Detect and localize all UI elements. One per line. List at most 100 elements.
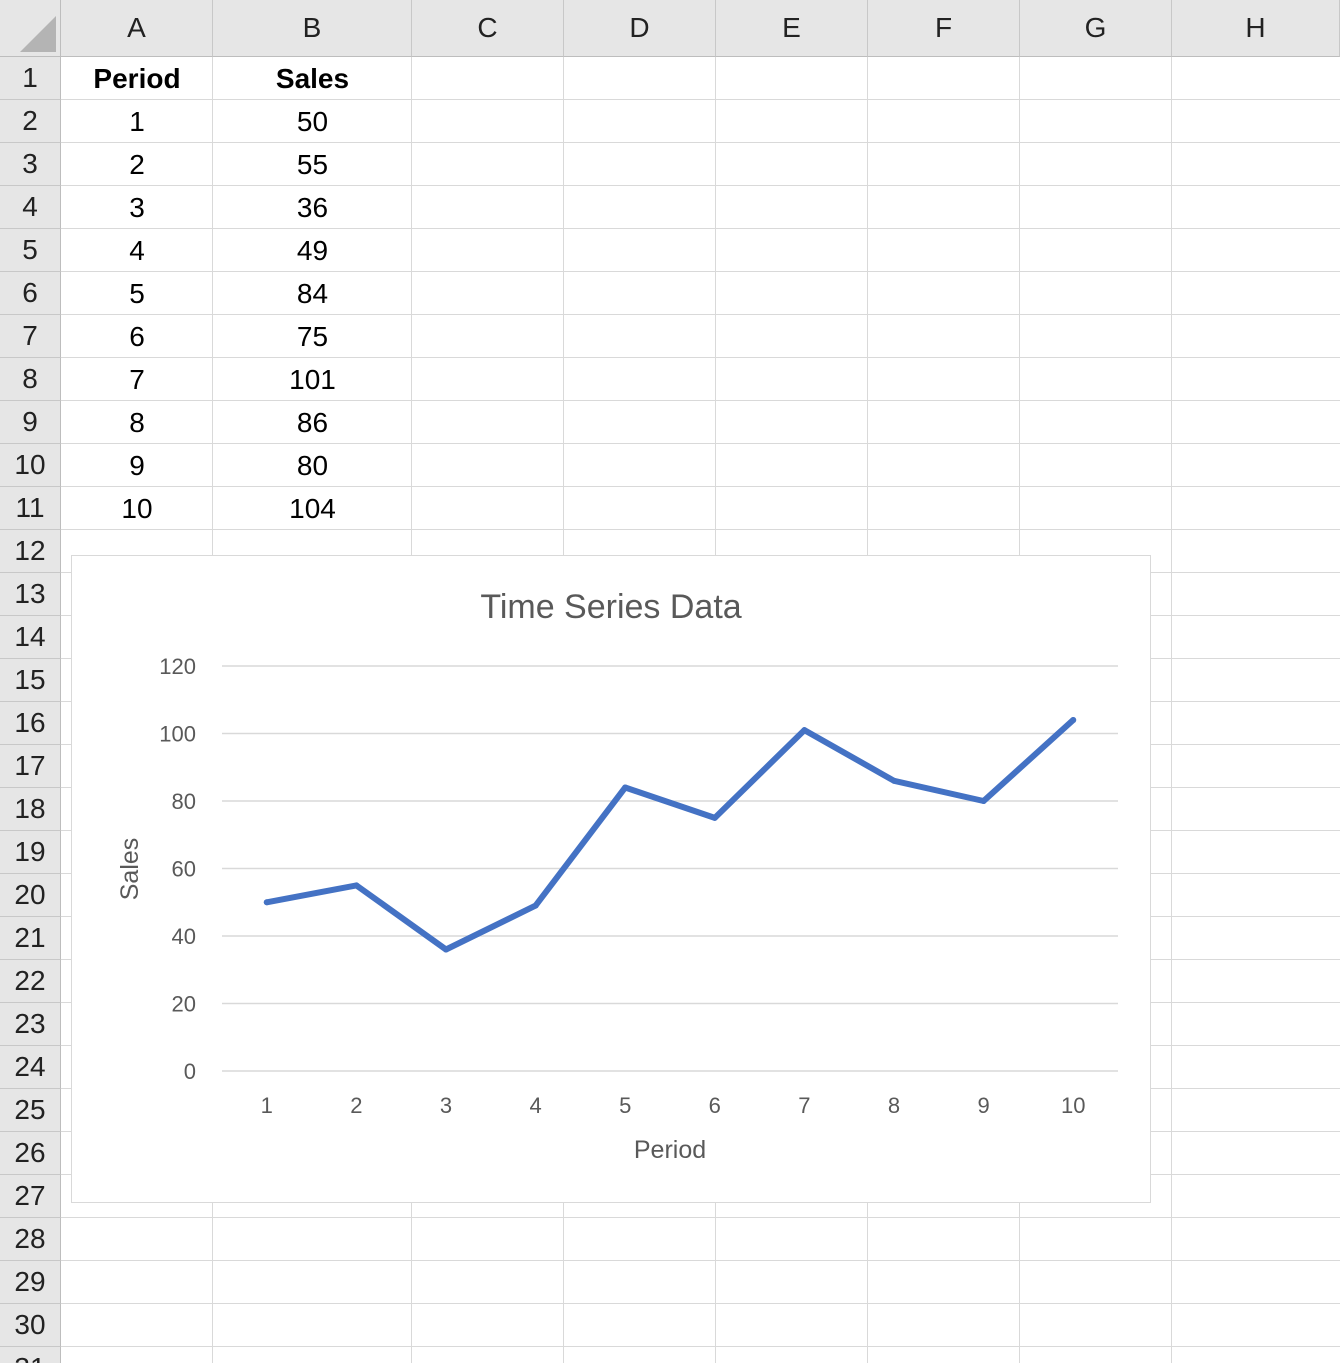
- row-gridline: [61, 529, 1340, 530]
- row-gridline: [61, 228, 1340, 229]
- row-gridline: [61, 142, 1340, 143]
- row-header-31[interactable]: 31: [0, 1347, 61, 1363]
- row-header-14[interactable]: 14: [0, 616, 61, 659]
- row-header-29[interactable]: 29: [0, 1261, 61, 1304]
- row-header-21[interactable]: 21: [0, 917, 61, 960]
- row-header-16[interactable]: 16: [0, 702, 61, 745]
- sales-cell[interactable]: 101: [289, 363, 336, 395]
- row-header-6[interactable]: 6: [0, 272, 61, 315]
- row-header-3[interactable]: 3: [0, 143, 61, 186]
- row-header-1[interactable]: 1: [0, 57, 61, 100]
- period-cell[interactable]: 10: [121, 492, 153, 524]
- row-gridline: [61, 271, 1340, 272]
- period-cell[interactable]: 8: [129, 406, 145, 438]
- x-tick-label: 10: [1061, 1093, 1085, 1118]
- column-header-g[interactable]: G: [1020, 0, 1172, 57]
- row-header-23[interactable]: 23: [0, 1003, 61, 1046]
- period-cell[interactable]: 3: [129, 191, 145, 223]
- row-header-20[interactable]: 20: [0, 874, 61, 917]
- x-tick-label: 6: [709, 1093, 721, 1118]
- data-point[interactable]: [1070, 717, 1077, 723]
- data-point[interactable]: [353, 882, 360, 889]
- row-header-25[interactable]: 25: [0, 1089, 61, 1132]
- line-chart[interactable]: Time Series Data 0 20 40 60 80 100 120 1 2 3 4 5 6 7…: [71, 555, 1151, 1203]
- column-header-a[interactable]: A: [61, 0, 213, 57]
- y-axis-title: Sales: [116, 838, 144, 901]
- sales-cell[interactable]: 86: [296, 406, 329, 438]
- header-cell-period[interactable]: Period: [93, 62, 181, 94]
- row-header-4[interactable]: 4: [0, 186, 61, 229]
- row-header-18[interactable]: 18: [0, 788, 61, 831]
- row-header-22[interactable]: 22: [0, 960, 61, 1003]
- x-tick-label: 7: [798, 1093, 810, 1118]
- row-header-17[interactable]: 17: [0, 745, 61, 788]
- row-gridline: [61, 99, 1340, 100]
- row-gridline: [61, 443, 1340, 444]
- row-gridline: [61, 1346, 1340, 1347]
- period-cell[interactable]: 9: [129, 449, 145, 481]
- row-header-13[interactable]: 13: [0, 573, 61, 616]
- y-tick-label: 0: [184, 1059, 196, 1084]
- row-gridline: [61, 486, 1340, 487]
- row-header-2[interactable]: 2: [0, 100, 61, 143]
- chart-svg: Time Series Data 0 20 40 60 80 100 120 1 2 3 4 5 6 7…: [116, 588, 1118, 1164]
- row-header-5[interactable]: 5: [0, 229, 61, 272]
- sales-cell[interactable]: 49: [296, 234, 329, 266]
- y-tick-label: 120: [159, 654, 196, 679]
- x-tick-label: 8: [888, 1093, 900, 1118]
- sales-cell[interactable]: 50: [296, 105, 329, 137]
- row-header-28[interactable]: 28: [0, 1218, 61, 1261]
- row-header-15[interactable]: 15: [0, 659, 61, 702]
- row-gridline: [61, 357, 1340, 358]
- column-header-d[interactable]: D: [564, 0, 716, 57]
- row-header-12[interactable]: 12: [0, 530, 61, 573]
- row-header-19[interactable]: 19: [0, 831, 61, 874]
- period-cell[interactable]: 7: [129, 363, 145, 395]
- x-tick-label: 1: [261, 1093, 273, 1118]
- column-header-f[interactable]: F: [868, 0, 1020, 57]
- column-header-h[interactable]: H: [1172, 0, 1340, 57]
- sales-cell[interactable]: 55: [296, 148, 329, 180]
- row-header-30[interactable]: 30: [0, 1304, 61, 1347]
- row-header-27[interactable]: 27: [0, 1175, 61, 1218]
- data-point[interactable]: [801, 727, 808, 734]
- sales-cell[interactable]: 104: [289, 492, 336, 524]
- header-cell-sales[interactable]: Sales: [275, 62, 350, 94]
- data-point[interactable]: [263, 899, 270, 906]
- period-cell[interactable]: 1: [129, 105, 145, 137]
- select-all-corner[interactable]: [0, 0, 61, 57]
- y-tick-label: 80: [172, 789, 196, 814]
- select-all-triangle-icon: [20, 16, 56, 52]
- sales-cell[interactable]: 36: [296, 191, 329, 223]
- y-tick-label: 40: [172, 924, 196, 949]
- row-header-9[interactable]: 9: [0, 401, 61, 444]
- period-cell[interactable]: 6: [129, 320, 145, 352]
- data-point[interactable]: [622, 784, 629, 791]
- row-gridline: [61, 1260, 1340, 1261]
- row-header-24[interactable]: 24: [0, 1046, 61, 1089]
- column-header-e[interactable]: E: [716, 0, 868, 57]
- data-point[interactable]: [980, 798, 987, 804]
- y-tick-label: 60: [172, 857, 196, 882]
- column-header-b[interactable]: B: [213, 0, 412, 57]
- column-header-c[interactable]: C: [412, 0, 564, 57]
- data-point[interactable]: [443, 946, 449, 953]
- row-header-26[interactable]: 26: [0, 1132, 61, 1175]
- data-point[interactable]: [711, 814, 718, 821]
- sales-cell[interactable]: 84: [296, 277, 329, 309]
- series-line[interactable]: [263, 717, 1077, 953]
- sales-cell[interactable]: 80: [296, 449, 329, 481]
- row-header-10[interactable]: 10: [0, 444, 61, 487]
- row-header-7[interactable]: 7: [0, 315, 61, 358]
- period-cell[interactable]: 5: [129, 277, 145, 309]
- sales-cell[interactable]: 75: [296, 320, 329, 352]
- x-axis-title: Period: [634, 1136, 706, 1164]
- row-header-11[interactable]: 11: [0, 487, 61, 530]
- data-point[interactable]: [891, 777, 897, 784]
- period-cell[interactable]: 4: [129, 234, 145, 266]
- x-tick-label: 5: [619, 1093, 631, 1118]
- row-header-8[interactable]: 8: [0, 358, 61, 401]
- period-cell[interactable]: 2: [129, 148, 145, 180]
- data-point[interactable]: [532, 902, 539, 909]
